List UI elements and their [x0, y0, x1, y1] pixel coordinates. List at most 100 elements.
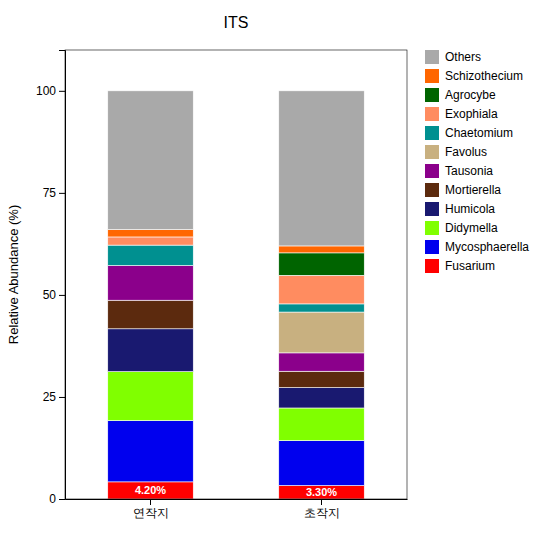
bar [108, 266, 194, 301]
legend-item: Tausonia [425, 164, 493, 178]
bar [279, 253, 365, 275]
bar [108, 421, 194, 482]
tick: 0 [49, 492, 65, 506]
axis-line [59, 51, 66, 500]
bar [279, 91, 365, 246]
bar [108, 230, 194, 237]
tick-label: 100 [36, 84, 56, 98]
tick-label: 연작지 [133, 506, 169, 520]
tick-label: 75 [43, 186, 57, 200]
legend-label: Mycosphaerella [445, 240, 529, 254]
bar [279, 441, 365, 486]
legend: Others Schizothecium Agrocybe Exophiala Chae… [425, 50, 529, 273]
bar [279, 275, 365, 304]
tick-mark [59, 397, 65, 398]
series [108, 372, 365, 441]
legend-item: Mortierella [425, 183, 501, 197]
legend-swatch [425, 164, 439, 178]
series [108, 266, 365, 372]
bars [108, 91, 365, 499]
tick: 초작지 [304, 499, 340, 520]
legend-item: Mycosphaerella [425, 240, 529, 254]
bar [279, 388, 365, 408]
legend-label: Others [445, 50, 481, 64]
legend-swatch [425, 126, 439, 140]
legend-item: Favolus [425, 145, 487, 159]
tick-mark [150, 499, 151, 505]
bar [108, 91, 194, 230]
bar [108, 372, 194, 421]
bar [279, 353, 365, 371]
bar [108, 245, 194, 265]
legend-swatch [425, 107, 439, 121]
legend-swatch [425, 145, 439, 159]
bar [279, 486, 365, 499]
tick: 75 [43, 186, 65, 200]
legend-label: Favolus [445, 145, 487, 159]
legend-label: Schizothecium [445, 69, 523, 83]
series [108, 237, 365, 304]
plot-frame [65, 50, 407, 499]
legend-item: Didymella [425, 221, 498, 235]
series [108, 300, 365, 387]
legend-swatch [425, 240, 439, 254]
tick-mark [59, 91, 65, 92]
legend-swatch [425, 69, 439, 83]
tick-mark [59, 193, 65, 194]
legend-label: Exophiala [445, 107, 498, 121]
tick-mark [59, 295, 65, 296]
data-labels: 4.20% 3.30% [135, 484, 337, 498]
tick-label: 50 [43, 288, 57, 302]
legend-label: Didymella [445, 221, 498, 235]
bar [108, 237, 194, 245]
tick: 50 [43, 288, 65, 302]
legend-label: Chaetomium [445, 126, 513, 140]
legend-item: Schizothecium [425, 69, 523, 83]
legend-swatch [425, 88, 439, 102]
tick-mark [59, 499, 65, 500]
legend-item: Chaetomium [425, 126, 513, 140]
bar [108, 329, 194, 372]
tick-label: 초작지 [304, 506, 340, 520]
tick-mark [321, 499, 322, 505]
y-axis: 0 25 50 75 100 [36, 51, 66, 507]
legend-item: Fusarium [425, 259, 495, 273]
series [279, 253, 365, 275]
legend-swatch [425, 259, 439, 273]
data-label: 3.30% [306, 486, 337, 498]
bar [279, 408, 365, 441]
legend-item: Agrocybe [425, 88, 496, 102]
series [279, 312, 365, 353]
legend-item: Others [425, 50, 481, 64]
title: ITS [224, 14, 249, 31]
tick-label: 25 [43, 390, 57, 404]
legend-item: Exophiala [425, 107, 498, 121]
bar [279, 371, 365, 387]
bar [279, 312, 365, 353]
legend-swatch [425, 221, 439, 235]
legend-label: Agrocybe [445, 88, 496, 102]
legend-label: Fusarium [445, 259, 495, 273]
bar [279, 246, 365, 253]
legend-swatch [425, 50, 439, 64]
bar [108, 300, 194, 329]
legend-label: Mortierella [445, 183, 501, 197]
x-axis: 연작지 초작지 [66, 499, 408, 520]
bar [279, 304, 365, 312]
chart: 0 25 50 75 100 연작지 초작지 4.20% 3.30% ITS Relative Ab… [0, 0, 557, 544]
data-label: 4.20% [135, 484, 166, 496]
plot: 0 25 50 75 100 연작지 초작지 4.20% 3.30% [36, 50, 408, 520]
tick-label: 0 [49, 492, 56, 506]
bar [108, 482, 194, 499]
tick: 연작지 [133, 499, 169, 520]
tick: 25 [43, 390, 65, 404]
series [108, 245, 365, 312]
legend-label: Tausonia [445, 164, 493, 178]
legend-swatch [425, 202, 439, 216]
legend-swatch [425, 183, 439, 197]
series [108, 91, 365, 246]
tick: 100 [36, 84, 65, 98]
axis-title: Relative Abundance (%) [6, 205, 21, 344]
legend-item: Humicola [425, 202, 495, 216]
legend-label: Humicola [445, 202, 495, 216]
